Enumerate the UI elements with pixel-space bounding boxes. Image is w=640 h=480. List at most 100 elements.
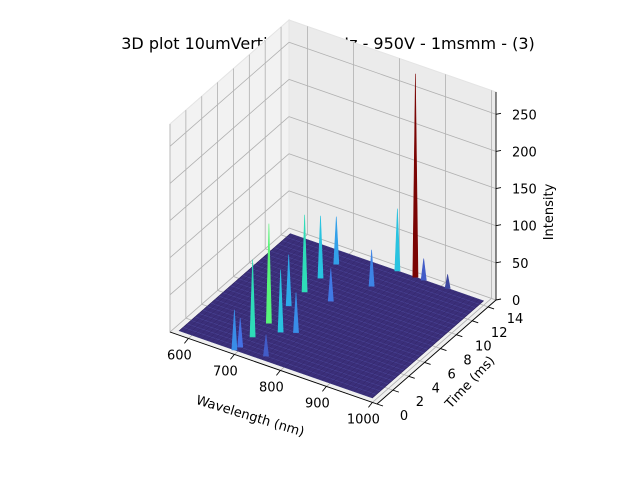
surface-mesh-col xyxy=(344,291,457,389)
surface-mesh-col xyxy=(298,275,411,373)
surface-mesh-col xyxy=(257,260,369,359)
z-tick-label: 100 xyxy=(512,220,537,235)
y-tick-mark xyxy=(440,348,447,351)
surface-mesh-col xyxy=(340,289,452,387)
surface-peaks xyxy=(231,73,451,357)
y-tick-label: 6 xyxy=(447,367,455,382)
x-tick-label: 800 xyxy=(259,380,284,395)
surface-mesh-col xyxy=(289,271,401,370)
peak-mark xyxy=(317,215,324,279)
surface-mesh-col xyxy=(275,267,388,365)
x-tick-label: 600 xyxy=(167,348,192,363)
surface-mesh-col xyxy=(303,276,415,375)
surface-mesh-col xyxy=(261,262,374,360)
z-tick-label: 250 xyxy=(512,108,537,123)
y-tick-label: 0 xyxy=(400,409,408,424)
gridline-z-left xyxy=(169,79,290,184)
x-tick-mark xyxy=(230,354,235,360)
peak-mark xyxy=(237,318,244,348)
axis-lines xyxy=(169,92,502,408)
surface-mesh-col xyxy=(349,292,461,391)
surface-mesh-col xyxy=(363,297,475,395)
y-tick-mark xyxy=(376,403,384,407)
gridline-z-back xyxy=(288,116,497,189)
y-tick-mark xyxy=(472,320,479,324)
surface-mesh-col xyxy=(307,278,420,376)
x-tick-label: 700 xyxy=(213,364,238,379)
gridline-z-back xyxy=(288,190,497,264)
z-tick-mark xyxy=(495,261,502,264)
peak-mark xyxy=(293,292,299,333)
z-tick-label: 150 xyxy=(512,183,537,198)
peak-mark xyxy=(263,334,269,357)
peak-mark xyxy=(412,73,419,278)
surface-mesh-col xyxy=(372,300,484,399)
x-tick-mark xyxy=(368,402,373,408)
z-tick-mark xyxy=(495,224,502,227)
y-tick-label: 8 xyxy=(463,354,471,369)
y-tick-label: 10 xyxy=(475,340,492,355)
z-tick-mark xyxy=(495,112,502,115)
peak-mark xyxy=(394,208,401,272)
z-tick-mark xyxy=(495,298,502,301)
y-axis-line xyxy=(376,299,497,405)
surface-mesh-col xyxy=(317,281,429,379)
peak-mark xyxy=(444,274,451,289)
surface-mesh-col xyxy=(367,299,480,397)
y-tick-label: 12 xyxy=(491,326,508,341)
z-tick-label: 200 xyxy=(512,145,537,160)
surface-mesh-col xyxy=(271,265,383,363)
x-axis-label: Wavelength (nm) xyxy=(194,393,306,440)
x-tick-mark xyxy=(184,338,189,344)
surface-mesh-col xyxy=(321,283,434,381)
gridline-z-left xyxy=(169,153,290,259)
surface-mesh-col xyxy=(188,236,300,335)
x-tick-mark xyxy=(276,370,281,376)
z-tick-mark xyxy=(495,187,502,190)
peak-mark xyxy=(285,254,292,307)
gridline-z-left xyxy=(169,190,290,296)
y-tick-mark xyxy=(424,361,431,365)
gridline-z-back xyxy=(288,153,497,227)
gridline-z-back xyxy=(288,41,497,115)
y-tick-mark xyxy=(456,334,463,338)
y-tick-label: 4 xyxy=(432,381,440,396)
surface-mesh-col xyxy=(326,284,438,383)
surface-mesh-col xyxy=(353,294,466,392)
gridline-z-left xyxy=(169,41,290,147)
z-tick-label: 0 xyxy=(512,294,520,309)
surface-mesh-col xyxy=(294,273,406,371)
surface-mesh-col xyxy=(252,259,365,357)
surface-mesh-col xyxy=(330,286,443,384)
surface-mesh-col xyxy=(238,254,351,352)
peak-mark xyxy=(327,268,334,302)
surface-mesh-col xyxy=(312,279,424,378)
x-tick-label: 900 xyxy=(305,396,330,411)
peak-mark xyxy=(368,249,375,287)
surface-mesh-col xyxy=(179,233,291,331)
peak-mark xyxy=(231,309,238,351)
surface-mesh-col xyxy=(202,241,314,339)
x-tick-mark xyxy=(322,386,327,392)
y-tick-mark xyxy=(408,375,415,379)
peak-mark xyxy=(333,216,340,265)
gridline-z-left xyxy=(169,116,290,221)
surface-mesh-col xyxy=(358,295,470,394)
y-tick-mark xyxy=(487,306,495,310)
gridline-z-back xyxy=(288,79,497,152)
gridline-z-back xyxy=(288,227,497,301)
gridline-x-floor xyxy=(372,298,492,403)
surface-mesh-col xyxy=(335,287,447,386)
z-axis-label: Intensity xyxy=(542,183,557,240)
x-tick-label: 1000 xyxy=(347,412,380,427)
peak-mark xyxy=(249,259,256,338)
surface-mesh-col xyxy=(284,270,397,368)
peak-mark xyxy=(301,214,308,293)
x-axis-line xyxy=(169,331,378,405)
peak-mark xyxy=(420,258,427,281)
surface-mesh-col xyxy=(243,255,355,354)
peak-mark xyxy=(265,223,272,324)
surface-mesh-col xyxy=(266,263,378,362)
y-tick-mark xyxy=(392,389,400,393)
